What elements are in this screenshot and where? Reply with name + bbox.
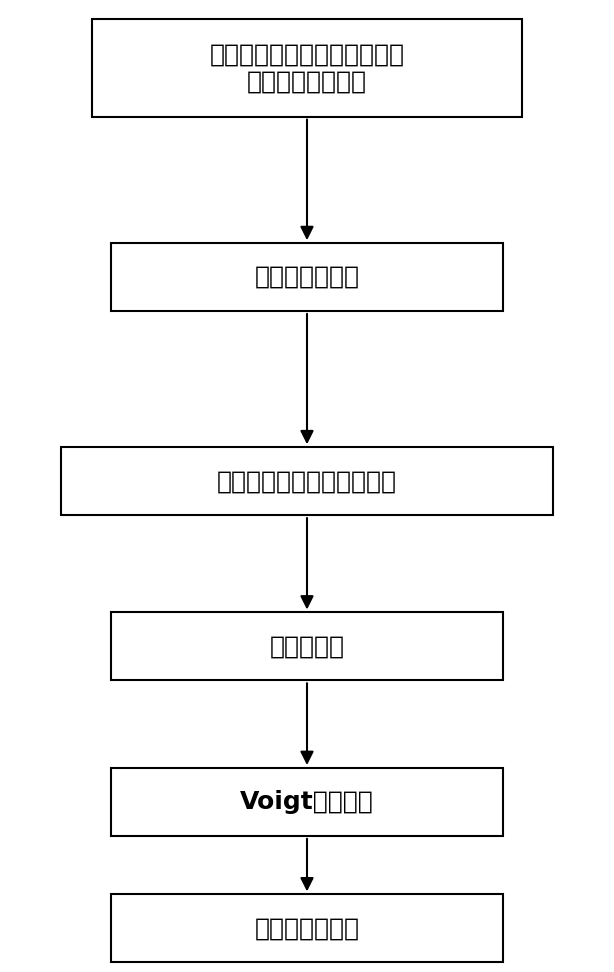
Text: 归一化处理: 归一化处理 [270, 635, 344, 658]
Text: 完整的非吸收谱信号的拟合: 完整的非吸收谱信号的拟合 [217, 469, 397, 493]
FancyBboxPatch shape [111, 612, 503, 680]
FancyBboxPatch shape [61, 447, 553, 515]
FancyBboxPatch shape [111, 894, 503, 962]
FancyBboxPatch shape [111, 243, 503, 311]
FancyBboxPatch shape [92, 19, 522, 117]
Text: 分布反馈式半导体激光器的中
心波长移动的修正: 分布反馈式半导体激光器的中 心波长移动的修正 [209, 42, 405, 94]
Text: Voigt线型拟合: Voigt线型拟合 [240, 790, 374, 814]
Text: 浓度计算和反演: 浓度计算和反演 [254, 917, 360, 940]
Text: 闪烁噪声的修正: 闪烁噪声的修正 [254, 265, 360, 289]
FancyBboxPatch shape [111, 768, 503, 836]
